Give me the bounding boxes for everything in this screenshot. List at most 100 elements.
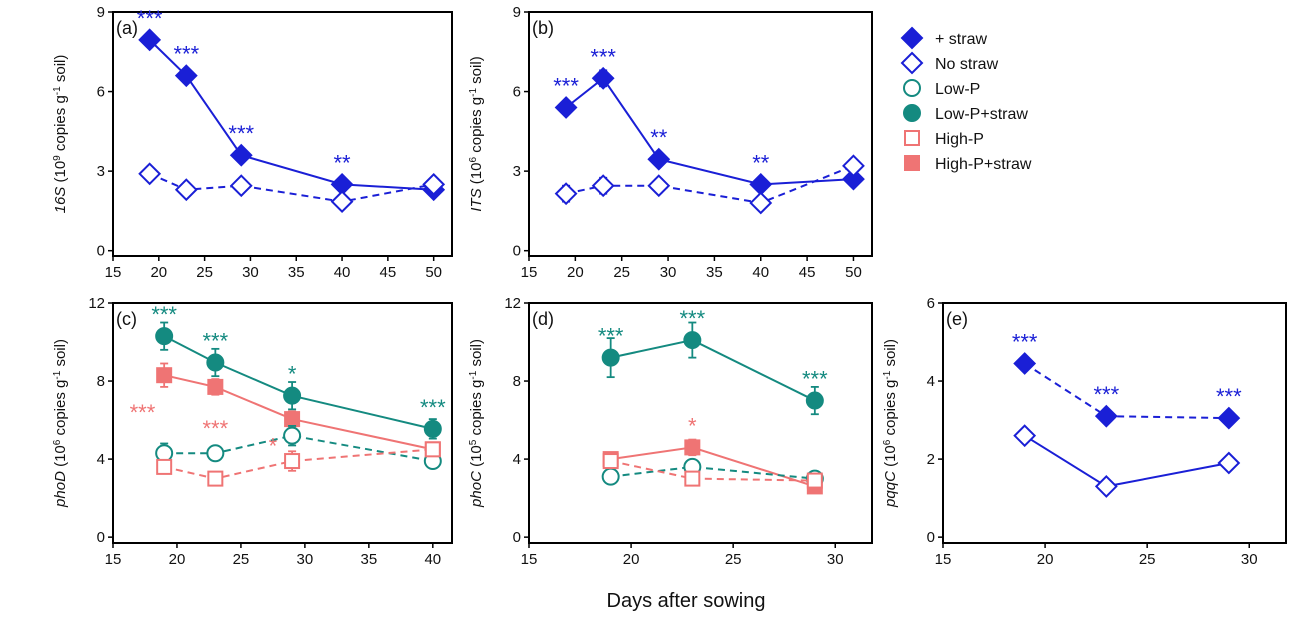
panel-tag: (b) bbox=[532, 18, 554, 38]
data-point bbox=[842, 154, 865, 178]
x-tick-label: 15 bbox=[935, 551, 952, 568]
data-point bbox=[206, 353, 225, 372]
x-tick-label: 40 bbox=[424, 551, 441, 568]
x-tick-label: 35 bbox=[706, 264, 723, 281]
series-high-p bbox=[156, 441, 441, 487]
x-tick-label: 20 bbox=[150, 264, 167, 281]
y-axis-label: ITS (106 copies g-1 soil) bbox=[468, 56, 486, 211]
legend-item: Low-P+straw bbox=[903, 104, 1028, 123]
data-point bbox=[229, 143, 253, 167]
series-line bbox=[163, 448, 433, 480]
series-line bbox=[1024, 362, 1229, 420]
significance-label: *** bbox=[802, 367, 828, 392]
data-point bbox=[647, 174, 671, 198]
data-point bbox=[806, 472, 823, 489]
significance-label: *** bbox=[1093, 382, 1119, 407]
data-point bbox=[554, 182, 578, 206]
series-low-p bbox=[155, 425, 442, 471]
panel-a: 15 20 25 30 35 40 45 50 0 3 6 9 16S (109 copies g-1 … bbox=[52, 4, 453, 281]
data-point bbox=[174, 178, 198, 202]
series-high-p bbox=[602, 453, 823, 489]
x-tick-label: 15 bbox=[521, 551, 538, 568]
legend-item: Low-P bbox=[903, 79, 980, 98]
x-tick-label: 20 bbox=[567, 264, 584, 281]
panel-b: 15 20 25 30 35 40 45 50 0 3 6 9 ITS (106 copies g-1 … bbox=[468, 4, 873, 281]
significance-label: *** bbox=[590, 44, 616, 69]
y-tick-label: 6 bbox=[927, 295, 935, 312]
data-point bbox=[138, 28, 162, 52]
series--straw bbox=[554, 66, 865, 196]
y-tick-label: 0 bbox=[927, 529, 935, 546]
legend-label: No straw bbox=[935, 56, 999, 73]
legend-marker bbox=[903, 79, 921, 97]
legend-item: No straw bbox=[900, 51, 999, 75]
x-tick-label: 20 bbox=[169, 551, 186, 568]
data-point bbox=[1013, 424, 1037, 448]
x-tick-label: 50 bbox=[845, 264, 862, 281]
data-point bbox=[1094, 404, 1118, 428]
panel-e: 15 20 25 30 0 2 4 6 pqqC (106 copies g-1 soil) (e… bbox=[882, 295, 1287, 568]
significance-label: *** bbox=[228, 121, 254, 146]
x-tick-label: 30 bbox=[1241, 551, 1258, 568]
y-tick-label: 6 bbox=[97, 84, 105, 101]
data-point bbox=[749, 191, 773, 215]
y-tick-label: 9 bbox=[513, 4, 521, 21]
x-tick-label: 45 bbox=[799, 264, 816, 281]
y-tick-label: 4 bbox=[97, 451, 105, 468]
data-point bbox=[207, 378, 224, 395]
data-point bbox=[1217, 451, 1241, 475]
significance-label: *** bbox=[1012, 329, 1038, 354]
legend-marker bbox=[904, 155, 920, 171]
significance-label: *** bbox=[130, 400, 156, 425]
data-point bbox=[156, 367, 173, 384]
x-tick-label: 25 bbox=[196, 264, 213, 281]
significance-label: *** bbox=[137, 6, 163, 31]
panel-tag: (a) bbox=[116, 18, 138, 38]
x-tick-label: 40 bbox=[752, 264, 769, 281]
legend-marker bbox=[900, 51, 924, 75]
series-low-p-straw bbox=[155, 321, 442, 440]
y-tick-label: 3 bbox=[97, 163, 105, 180]
legend-label: High-P+straw bbox=[935, 156, 1032, 173]
x-tick-label: 15 bbox=[105, 264, 122, 281]
data-point bbox=[684, 470, 701, 487]
data-point bbox=[283, 386, 302, 405]
y-tick-label: 3 bbox=[513, 163, 521, 180]
data-point bbox=[138, 162, 162, 186]
y-tick-label: 0 bbox=[97, 529, 105, 546]
y-axis-label: pqqC (106 copies g-1 soil) bbox=[882, 339, 900, 508]
x-tick-label: 50 bbox=[425, 264, 442, 281]
series-line bbox=[163, 374, 434, 451]
y-tick-label: 0 bbox=[97, 243, 105, 260]
data-point bbox=[283, 426, 302, 445]
series-no-straw bbox=[138, 162, 446, 214]
series-line bbox=[610, 446, 816, 488]
data-point bbox=[206, 444, 225, 463]
y-tick-label: 6 bbox=[513, 84, 521, 101]
series-low-p bbox=[601, 457, 824, 488]
y-axis-label: phoD (106 copies g-1 soil) bbox=[52, 339, 70, 508]
significance-label: *** bbox=[1216, 384, 1242, 409]
data-point bbox=[805, 391, 824, 410]
data-point bbox=[155, 444, 174, 463]
legend: + straw No straw Low-P Low-P+straw High-P Hig… bbox=[900, 26, 1032, 173]
data-point bbox=[591, 174, 615, 198]
x-tick-label: 45 bbox=[380, 264, 397, 281]
significance-label: *** bbox=[151, 302, 177, 327]
legend-marker bbox=[900, 26, 924, 50]
legend-label: + straw bbox=[935, 31, 987, 48]
series-low-p-straw bbox=[601, 321, 824, 416]
plot-frame bbox=[112, 302, 453, 544]
legend-label: Low-P+straw bbox=[935, 106, 1028, 123]
y-tick-label: 9 bbox=[97, 4, 105, 21]
significance-label: ** bbox=[333, 150, 351, 175]
data-point bbox=[207, 470, 224, 487]
data-point bbox=[591, 66, 615, 90]
legend-item: + straw bbox=[900, 26, 987, 50]
data-point bbox=[330, 190, 354, 214]
y-tick-label: 8 bbox=[513, 373, 521, 390]
series-line bbox=[565, 76, 854, 186]
data-point bbox=[1094, 475, 1118, 498]
x-tick-label: 25 bbox=[233, 551, 250, 568]
data-point bbox=[155, 327, 174, 346]
